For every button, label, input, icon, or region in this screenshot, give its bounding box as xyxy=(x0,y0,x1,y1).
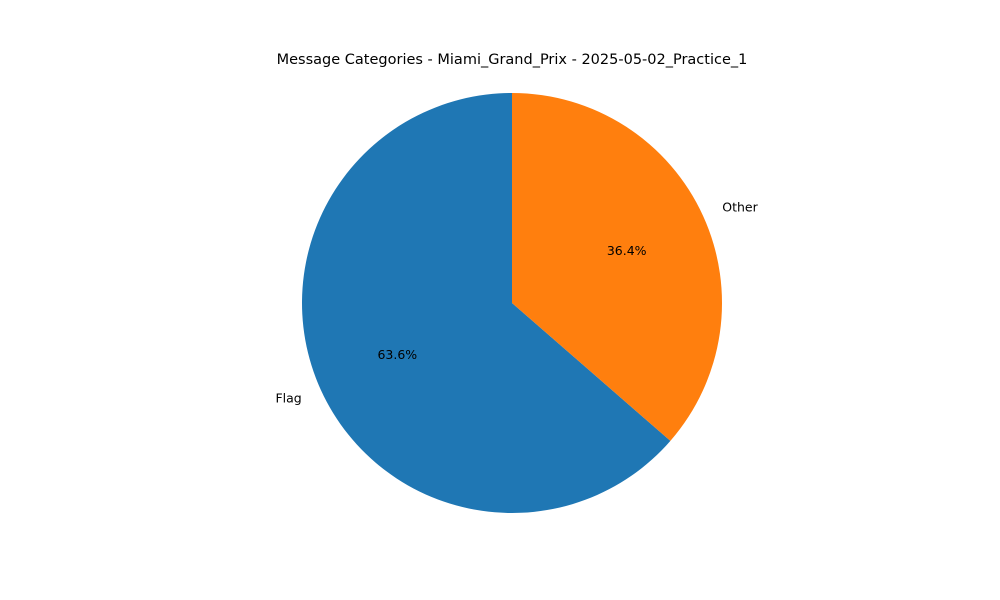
pie-slice-flag xyxy=(301,93,671,513)
slice-percent-flag: 63.6% xyxy=(377,347,417,362)
slice-percent-other: 36.4% xyxy=(607,243,647,258)
chart-title: Message Categories - Miami_Grand_Prix - … xyxy=(277,52,748,68)
slice-label-other: Other xyxy=(722,199,758,214)
pie-slice-other xyxy=(512,93,722,441)
pie-slices xyxy=(301,93,722,513)
pie-labels: Flag 63.6% Other 36.4% xyxy=(275,199,758,405)
slice-label-flag: Flag xyxy=(275,391,301,406)
